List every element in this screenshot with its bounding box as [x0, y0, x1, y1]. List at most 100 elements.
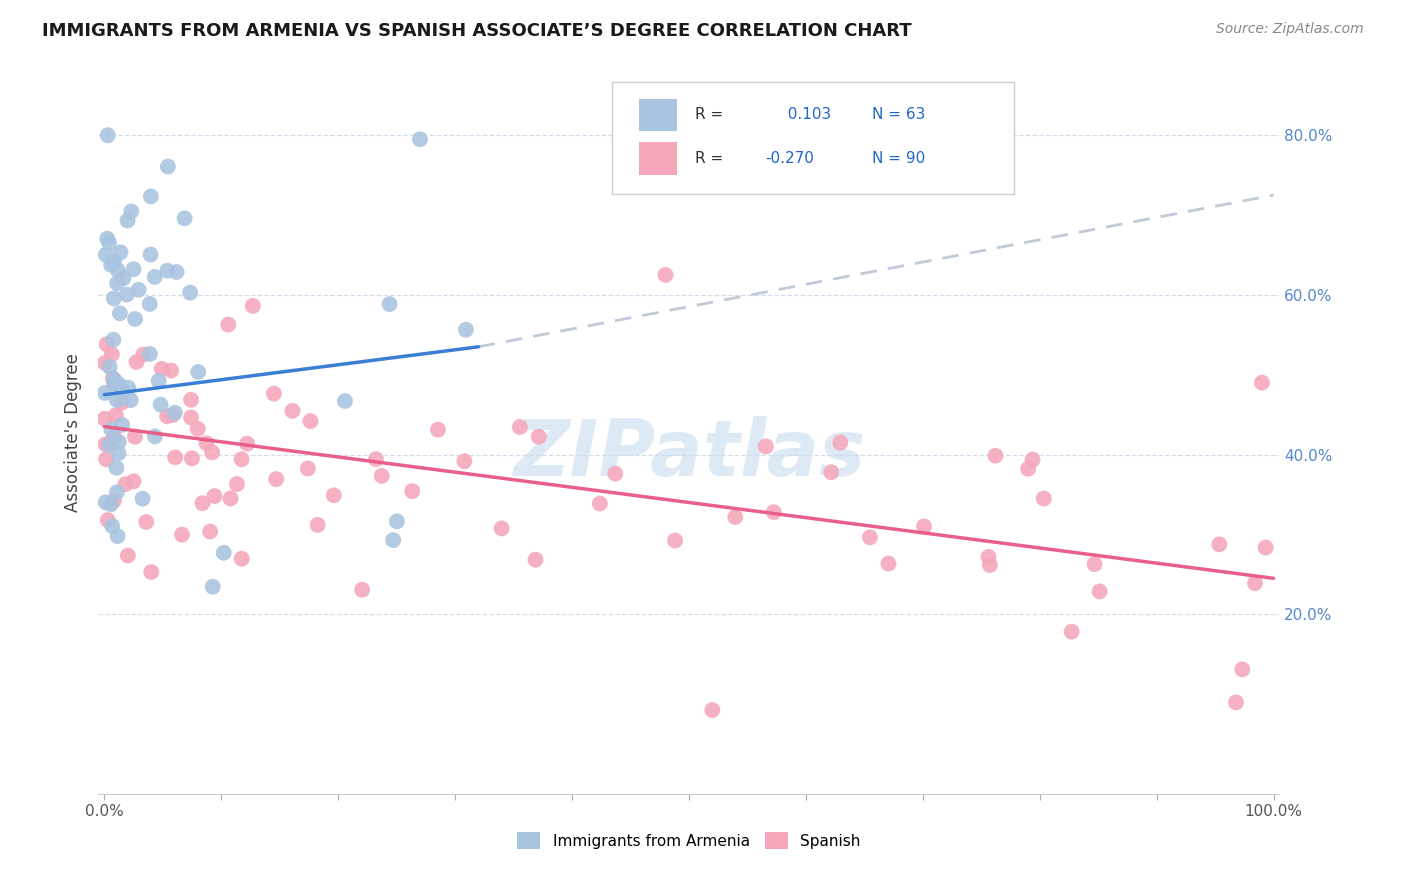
Spanish: [162, 408, 184, 422]
Immigrants from Armenia: [108, 306, 131, 320]
Immigrants from Armenia: [117, 381, 139, 395]
Spanish: [94, 356, 117, 370]
Immigrants from Armenia: [148, 374, 170, 388]
Spanish: [180, 392, 202, 407]
Spanish: [124, 430, 146, 444]
Text: R =: R =: [695, 152, 723, 166]
Text: R =: R =: [695, 107, 723, 122]
Immigrants from Armenia: [201, 580, 224, 594]
Spanish: [180, 410, 202, 425]
Spanish: [322, 488, 344, 502]
Immigrants from Armenia: [143, 270, 166, 285]
Spanish: [977, 549, 1000, 564]
Immigrants from Armenia: [103, 292, 125, 306]
Spanish: [104, 408, 127, 422]
Immigrants from Armenia: [166, 265, 188, 279]
Spanish: [181, 451, 204, 466]
Immigrants from Armenia: [100, 258, 122, 272]
Immigrants from Armenia: [94, 495, 117, 509]
Spanish: [187, 422, 209, 436]
Spanish: [605, 467, 627, 481]
Immigrants from Armenia: [110, 245, 132, 260]
Immigrants from Armenia: [156, 263, 179, 277]
Immigrants from Armenia: [156, 160, 179, 174]
Spanish: [110, 382, 132, 396]
Spanish: [191, 496, 214, 510]
Spanish: [1060, 624, 1083, 639]
Legend: Immigrants from Armenia, Spanish: Immigrants from Armenia, Spanish: [512, 826, 866, 855]
Immigrants from Armenia: [110, 382, 132, 396]
Immigrants from Armenia: [103, 333, 125, 347]
Spanish: [231, 551, 253, 566]
Spanish: [370, 468, 392, 483]
Text: N = 90: N = 90: [872, 152, 925, 166]
Spanish: [524, 553, 547, 567]
Immigrants from Armenia: [212, 546, 235, 560]
Text: IMMIGRANTS FROM ARMENIA VS SPANISH ASSOCIATE’S DEGREE CORRELATION CHART: IMMIGRANTS FROM ARMENIA VS SPANISH ASSOC…: [42, 22, 912, 40]
Spanish: [1084, 557, 1107, 571]
Text: Source: ZipAtlas.com: Source: ZipAtlas.com: [1216, 22, 1364, 37]
Immigrants from Armenia: [103, 373, 125, 387]
Immigrants from Armenia: [108, 377, 131, 392]
Spanish: [1225, 695, 1247, 709]
Immigrants from Armenia: [108, 434, 131, 449]
Spanish: [125, 355, 148, 369]
Spanish: [103, 376, 125, 390]
Spanish: [509, 420, 531, 434]
Text: N = 63: N = 63: [872, 107, 925, 122]
Spanish: [242, 299, 264, 313]
Spanish: [108, 378, 131, 392]
Immigrants from Armenia: [139, 297, 162, 311]
Spanish: [94, 437, 117, 451]
Immigrants from Armenia: [409, 132, 432, 146]
Spanish: [830, 435, 852, 450]
Immigrants from Armenia: [149, 398, 172, 412]
Spanish: [702, 703, 724, 717]
Spanish: [195, 436, 218, 450]
Immigrants from Armenia: [163, 406, 186, 420]
Spanish: [527, 430, 550, 444]
Spanish: [724, 510, 747, 524]
Immigrants from Armenia: [98, 438, 121, 452]
Spanish: [226, 477, 249, 491]
Immigrants from Armenia: [382, 533, 405, 547]
Immigrants from Armenia: [97, 128, 120, 143]
Immigrants from Armenia: [101, 519, 124, 533]
Immigrants from Armenia: [111, 417, 134, 432]
Spanish: [97, 513, 120, 527]
Spanish: [132, 347, 155, 361]
Text: 0.103: 0.103: [778, 107, 831, 122]
FancyBboxPatch shape: [612, 82, 1014, 194]
Immigrants from Armenia: [378, 297, 401, 311]
Spanish: [201, 445, 224, 459]
Spanish: [135, 515, 157, 529]
Spanish: [352, 582, 374, 597]
Spanish: [820, 465, 842, 479]
Spanish: [762, 505, 785, 519]
Immigrants from Armenia: [120, 204, 142, 219]
Spanish: [219, 491, 242, 506]
Immigrants from Armenia: [105, 460, 128, 475]
Spanish: [101, 347, 124, 361]
Spanish: [93, 411, 115, 425]
Spanish: [1254, 541, 1277, 555]
Spanish: [236, 436, 259, 450]
Immigrants from Armenia: [98, 235, 121, 250]
Spanish: [281, 404, 304, 418]
Spanish: [589, 496, 612, 510]
Spanish: [755, 439, 778, 453]
Spanish: [491, 521, 513, 535]
Immigrants from Armenia: [143, 429, 166, 443]
Spanish: [307, 517, 329, 532]
Spanish: [141, 565, 163, 579]
Immigrants from Armenia: [139, 189, 162, 203]
Spanish: [103, 493, 125, 508]
Spanish: [150, 362, 173, 376]
Bar: [640, 99, 678, 131]
Spanish: [1208, 537, 1230, 551]
Spanish: [364, 452, 387, 467]
Immigrants from Armenia: [122, 262, 145, 277]
Spanish: [202, 489, 225, 503]
Spanish: [859, 530, 882, 544]
Immigrants from Armenia: [333, 393, 356, 408]
